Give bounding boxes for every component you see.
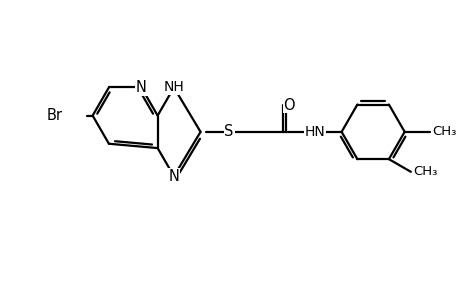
Text: O: O <box>283 98 294 113</box>
Text: S: S <box>224 124 233 139</box>
Text: Br: Br <box>46 108 62 123</box>
Text: N: N <box>136 80 146 95</box>
Text: N: N <box>168 169 179 184</box>
Text: CH₃: CH₃ <box>412 165 436 178</box>
Text: CH₃: CH₃ <box>431 125 455 138</box>
Text: HN: HN <box>304 125 325 139</box>
Text: NH: NH <box>163 80 184 94</box>
